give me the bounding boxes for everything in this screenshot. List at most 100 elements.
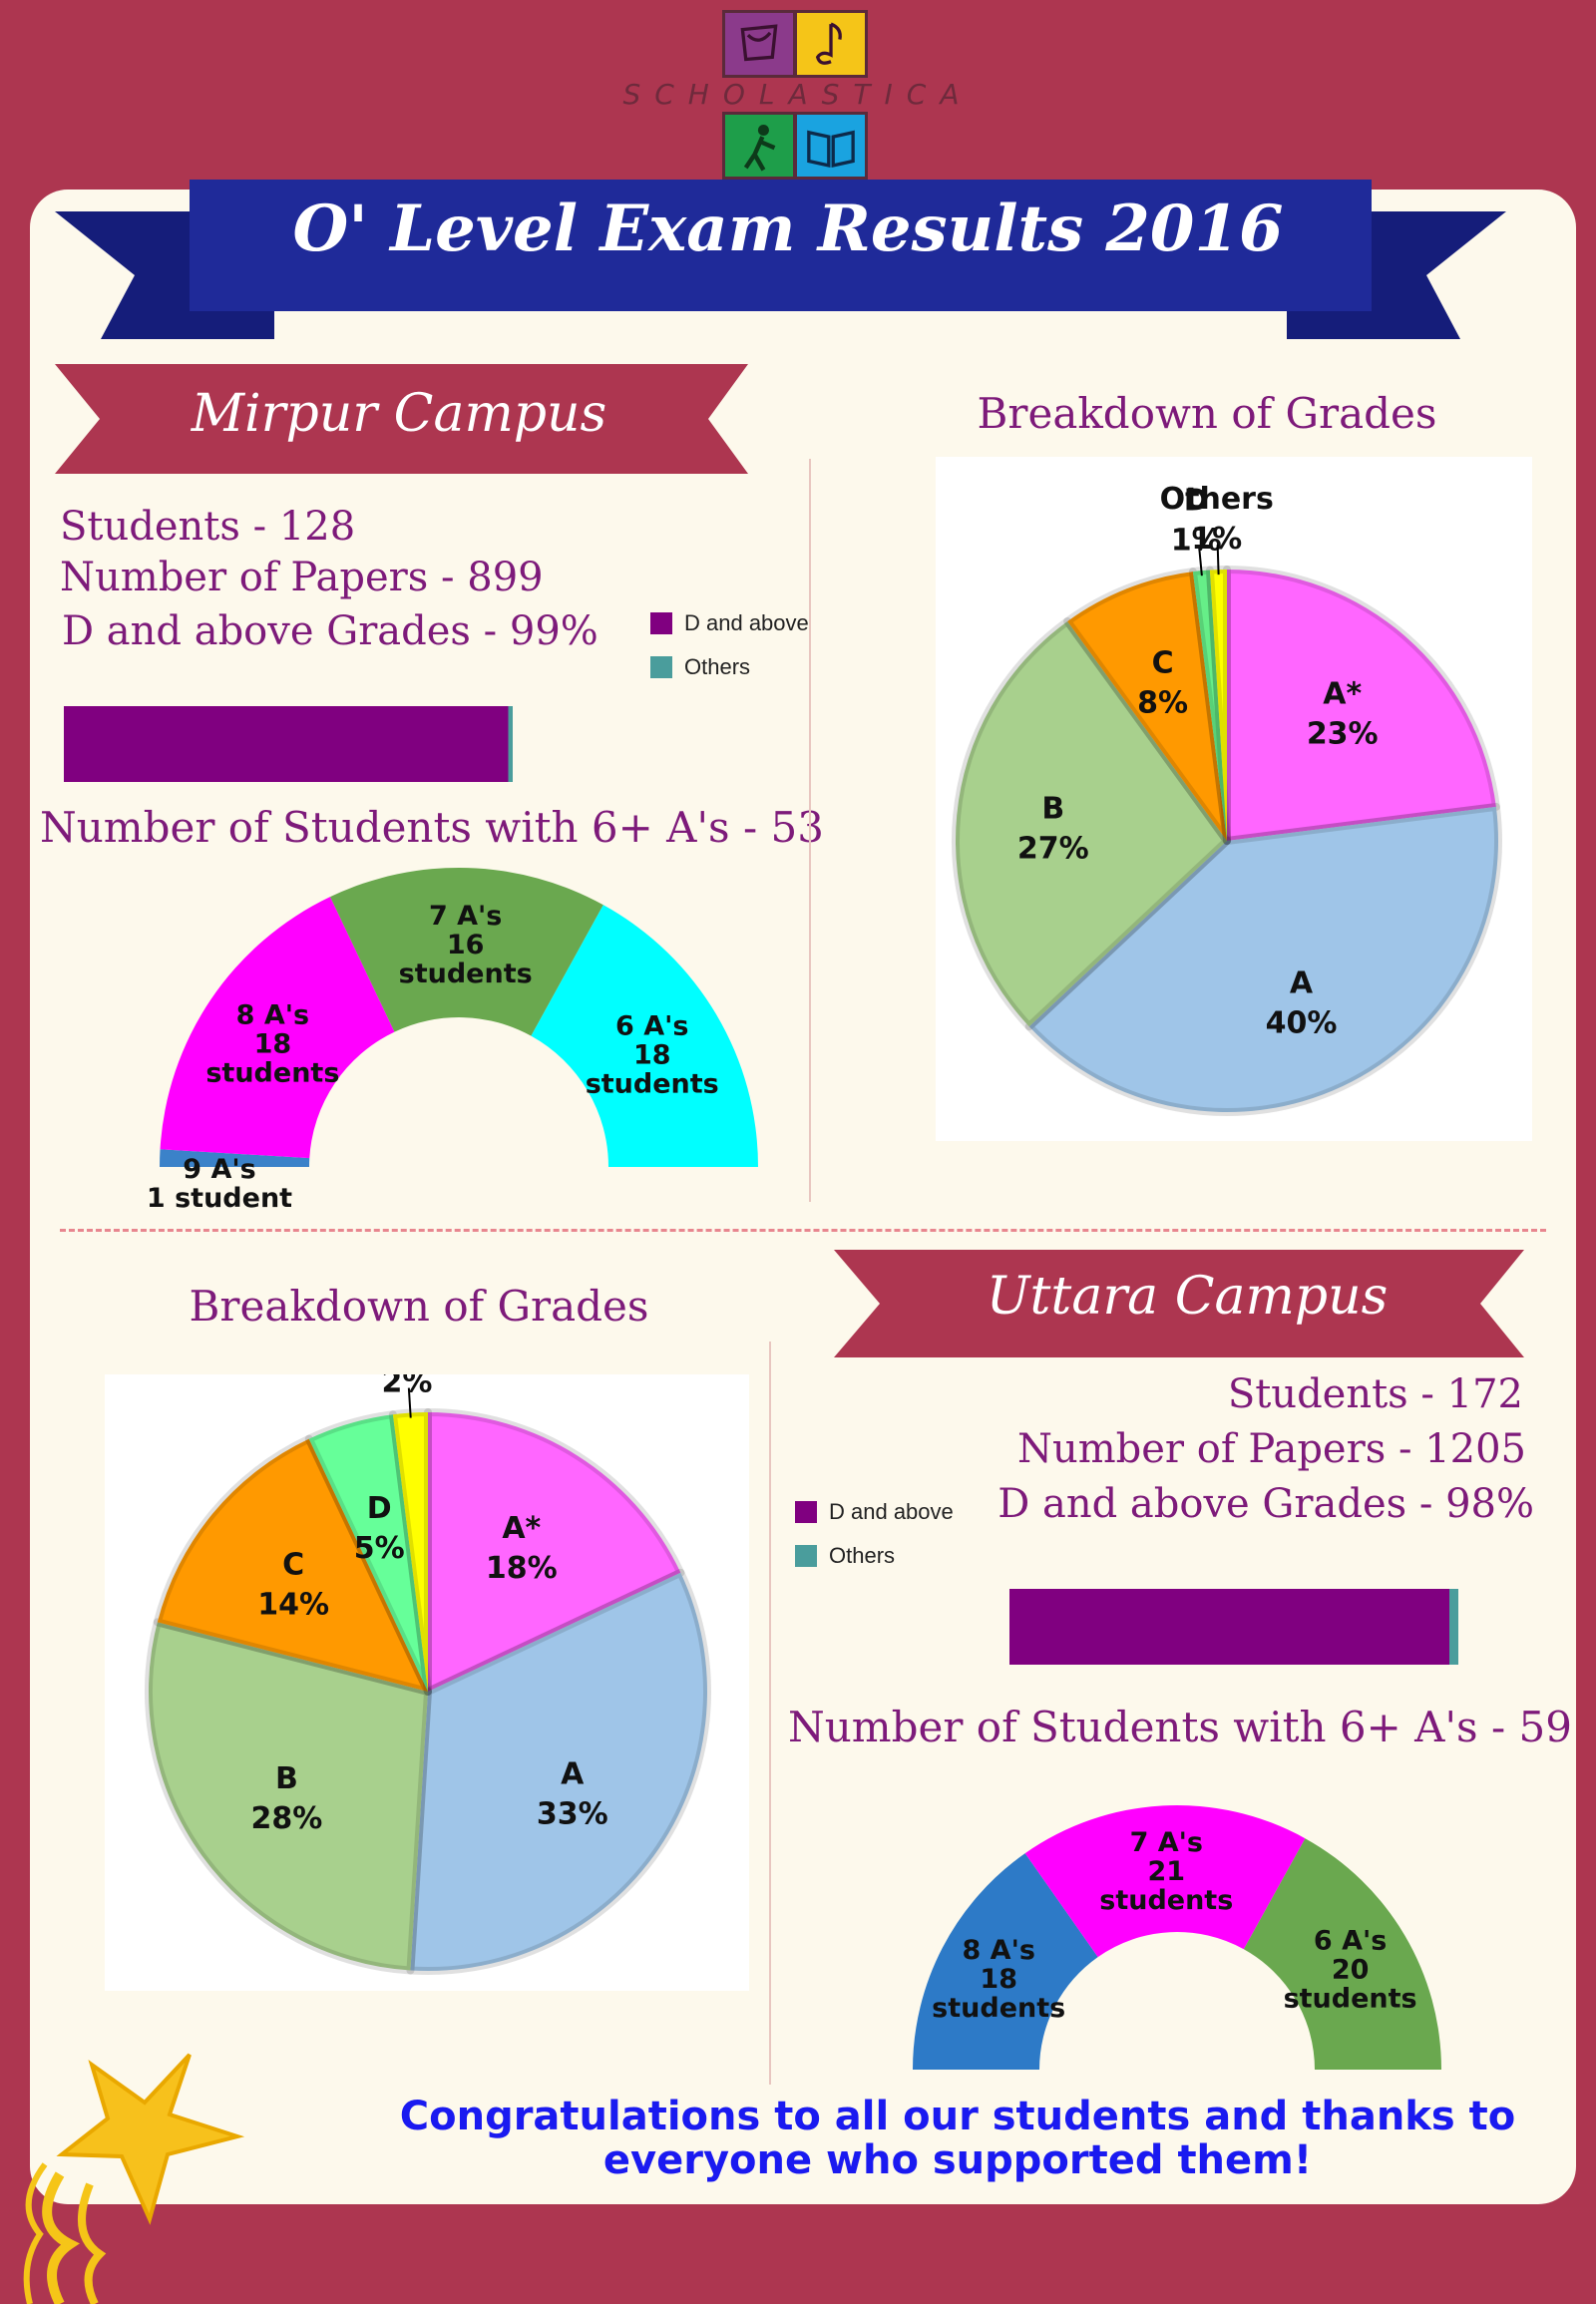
slice-value-label: 27% bbox=[1017, 832, 1089, 867]
mirpur-six-a-title: Number of Students with 6+ A's - 53 bbox=[40, 803, 824, 852]
donut-segment bbox=[160, 897, 395, 1159]
donut-label: 7 A's bbox=[1130, 1827, 1203, 1858]
legend-others: Others bbox=[650, 654, 809, 680]
slice-value-label: 23% bbox=[1307, 717, 1379, 752]
pie-slice-b bbox=[145, 1618, 432, 1975]
cricket-player-icon bbox=[722, 112, 796, 180]
leader-line bbox=[1216, 545, 1220, 576]
donut-label: 9 A's bbox=[183, 1154, 255, 1185]
donut-segment bbox=[1243, 1838, 1441, 2070]
donut-label: students bbox=[586, 1069, 719, 1100]
donut-label: 7 A's bbox=[429, 901, 502, 932]
legend-others: Others bbox=[795, 1543, 954, 1569]
legend-swatch bbox=[795, 1501, 817, 1523]
donut-label: 18 bbox=[254, 1028, 292, 1059]
donut-segment bbox=[913, 1853, 1098, 2070]
donut-label: students bbox=[205, 1057, 339, 1088]
donut-label: 6 A's bbox=[615, 1011, 688, 1042]
mirpur-d-and-above-bar bbox=[64, 706, 513, 782]
slice-value-label: 5% bbox=[354, 1531, 405, 1566]
pie-slice-a bbox=[1024, 802, 1502, 1116]
legend-label: D and above bbox=[829, 1499, 954, 1524]
title-banner bbox=[55, 180, 1506, 339]
donut-label: 18 bbox=[633, 1040, 671, 1071]
slice-value-label: 2% bbox=[381, 1374, 432, 1400]
uttara-legend: D and above Others bbox=[795, 1499, 954, 1569]
legend-swatch bbox=[650, 656, 672, 678]
donut-segment bbox=[1024, 1805, 1306, 1958]
uttara-d-and-above-bar bbox=[1009, 1589, 1458, 1665]
donut-segment bbox=[531, 905, 759, 1167]
slice-value-label: 18% bbox=[486, 1551, 558, 1586]
mirpur-campus-title: Mirpur Campus bbox=[191, 384, 607, 444]
mirpur-legend: D and above Others bbox=[650, 610, 809, 680]
open-book-icon bbox=[794, 112, 868, 180]
slice-label: C bbox=[1152, 645, 1174, 680]
pie-slice-a-star bbox=[1223, 566, 1500, 845]
legend-label: D and above bbox=[684, 610, 809, 635]
mirpur-papers: Number of Papers - 899 bbox=[60, 555, 544, 600]
mirpur-ribbon bbox=[55, 364, 748, 474]
slice-label: D bbox=[367, 1491, 392, 1526]
donut-label: students bbox=[399, 959, 533, 989]
pen-icon bbox=[722, 10, 796, 78]
mirpur-d-above: D and above Grades - 99% bbox=[62, 608, 598, 654]
legend-label: Others bbox=[684, 654, 751, 679]
bar-segment-d-and-above bbox=[1009, 1589, 1449, 1665]
slice-label: A bbox=[1290, 965, 1314, 1000]
uttara-campus-title: Uttara Campus bbox=[986, 1267, 1389, 1327]
uttara-students: Students - 172 bbox=[1227, 1371, 1523, 1417]
uttara-d-above: D and above Grades - 98% bbox=[998, 1481, 1534, 1527]
slice-label: B bbox=[275, 1761, 298, 1796]
pie-slice-b bbox=[952, 616, 1231, 1031]
legend-swatch bbox=[795, 1545, 817, 1567]
slice-label: Others bbox=[1160, 482, 1274, 517]
donut-label: 21 bbox=[1147, 1856, 1185, 1887]
slice-value-label: 14% bbox=[257, 1587, 329, 1622]
donut-label: students bbox=[932, 1993, 1065, 2024]
pie-slice-a-star bbox=[424, 1408, 685, 1696]
donut-label: students bbox=[1284, 1984, 1417, 2015]
logo: SCHOLASTICA bbox=[598, 8, 998, 180]
star-decoration bbox=[23, 2053, 245, 2304]
uttara-ribbon bbox=[834, 1250, 1524, 1357]
pie-slice-a bbox=[406, 1568, 711, 1975]
mirpur-grades-title: Breakdown of Grades bbox=[977, 389, 1437, 438]
donut-label: 20 bbox=[1332, 1955, 1370, 1986]
slice-label: A* bbox=[1323, 677, 1362, 712]
pie-slice-c bbox=[153, 1434, 432, 1696]
uttara-grades-title: Breakdown of Grades bbox=[189, 1282, 649, 1331]
donut-label: 18 bbox=[980, 1964, 1017, 1995]
leader-line bbox=[1198, 546, 1203, 576]
slice-label: A bbox=[561, 1756, 585, 1791]
uttara-papers: Number of Papers - 1205 bbox=[1016, 1426, 1526, 1472]
slice-value-label: 28% bbox=[251, 1801, 323, 1836]
donut-label: 8 A's bbox=[236, 999, 309, 1030]
legend-label: Others bbox=[829, 1543, 896, 1568]
legend-d-and-above: D and above bbox=[795, 1499, 954, 1525]
divider-horizontal bbox=[60, 1229, 1546, 1232]
slice-value-label: 40% bbox=[1266, 1005, 1338, 1040]
mirpur-students: Students - 128 bbox=[60, 504, 356, 550]
slice-label: C bbox=[282, 1547, 304, 1582]
congratulations-message: Congratulations to all our students and … bbox=[399, 2094, 1516, 2183]
pie-slice-c bbox=[1063, 568, 1231, 845]
slice-label: D bbox=[1184, 483, 1209, 518]
logo-wordmark: SCHOLASTICA bbox=[622, 78, 974, 111]
divider-vertical bbox=[809, 459, 811, 1202]
slice-value-label: 1% bbox=[1191, 522, 1242, 557]
music-icon bbox=[794, 10, 868, 78]
donut-label: 6 A's bbox=[1314, 1926, 1387, 1957]
legend-swatch bbox=[650, 612, 672, 634]
main-title: O' Level Exam Results 2016 bbox=[292, 192, 1284, 266]
leader-line bbox=[407, 1387, 412, 1418]
donut-segment bbox=[160, 1149, 310, 1167]
donut-label: 8 A's bbox=[962, 1935, 1034, 1966]
donut-label: students bbox=[1099, 1885, 1233, 1916]
legend-d-and-above: D and above bbox=[650, 610, 809, 636]
slice-label: A* bbox=[502, 1511, 541, 1546]
mirpur-grades-pie: A* 23% A 40% B 27% C 8% D 1% Others 1% bbox=[952, 482, 1502, 1116]
donut-label: 1 student bbox=[147, 1183, 292, 1214]
